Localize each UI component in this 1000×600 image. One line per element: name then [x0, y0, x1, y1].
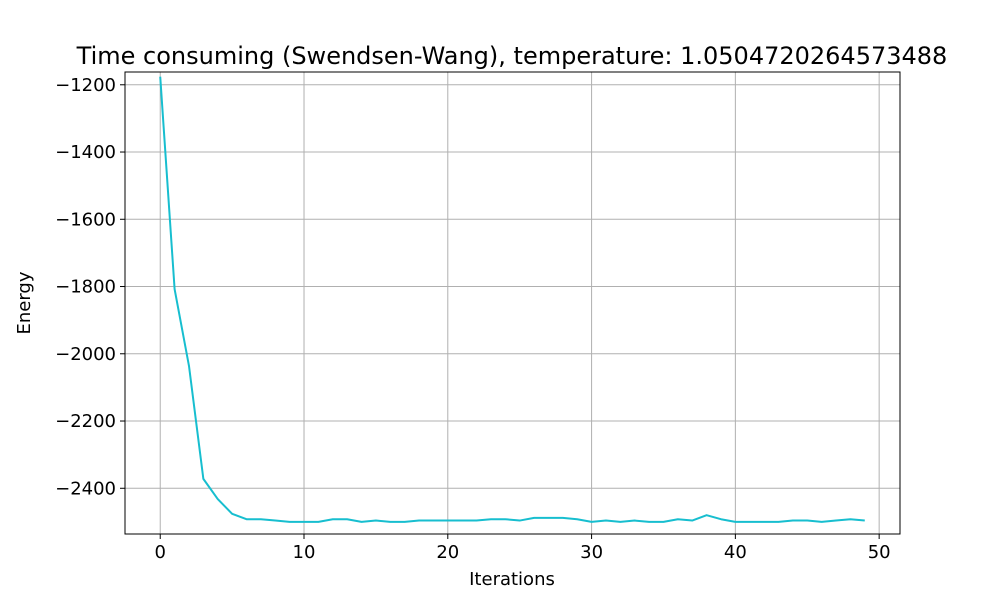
y-tick-label: −1600 [55, 209, 116, 230]
x-tick-label: 50 [868, 542, 891, 563]
y-tick-label: −2400 [55, 478, 116, 499]
y-tick-label: −2000 [55, 344, 116, 365]
ticks: 0 10 20 30 40 50 −2400 −2200 −2000 −1800 −1600 −140… [55, 75, 890, 563]
plot-area [159, 76, 865, 523]
x-tick-label: 20 [436, 542, 459, 563]
x-axis-label: Iterations [469, 569, 555, 590]
chart-title: Time consuming (Swendsen-Wang), temperat… [76, 42, 948, 70]
grid [125, 72, 900, 534]
y-tick-label: −1200 [55, 75, 116, 96]
y-axis-label: Energy [14, 271, 35, 334]
axes-frame [124, 71, 901, 535]
x-tick-label: 40 [724, 542, 747, 563]
y-tick-label: −2200 [55, 411, 116, 432]
x-tick-label: 0 [155, 542, 166, 563]
x-tick-label: 10 [293, 542, 316, 563]
x-tick-label: 30 [580, 542, 603, 563]
energy-series-line [159, 76, 865, 523]
y-tick-label: −1800 [55, 277, 116, 298]
y-tick-label: −1400 [55, 142, 116, 163]
